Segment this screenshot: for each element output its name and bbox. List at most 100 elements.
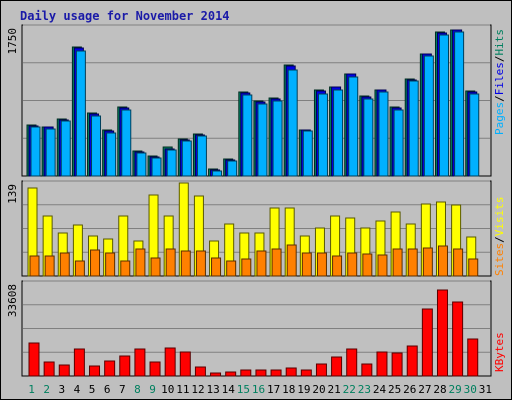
panel-bottom-bar-kbytes-day-24 (376, 351, 388, 377)
panel-top-bar-pages-day-13 (212, 170, 223, 177)
x-tick-label-day-21: 21 (328, 383, 341, 396)
chart-title: Daily usage for November 2014 (20, 9, 230, 23)
panel-middle-bar-sites-day-20 (316, 252, 327, 277)
panel-top-bar-pages-day-6 (106, 132, 117, 177)
x-tick-label-day-5: 5 (89, 383, 96, 396)
panel-middle-bar-sites-day-16 (256, 250, 267, 277)
panel-bottom-bar-kbytes-day-18 (285, 367, 297, 377)
x-tick-label-day-18: 18 (282, 383, 295, 396)
x-tick-label-day-29: 29 (449, 383, 462, 396)
panel-middle-bar-sites-day-17 (271, 248, 282, 277)
x-tick-label-day-30: 30 (464, 383, 477, 396)
panel-top-bar-pages-day-1 (30, 126, 41, 177)
x-tick-label-day-12: 12 (191, 383, 204, 396)
x-tick-label-day-28: 28 (433, 383, 446, 396)
panel-top-bar-pages-day-10 (166, 149, 177, 177)
x-tick-label-day-6: 6 (104, 383, 111, 396)
panel-middle-bar-sites-day-21 (332, 255, 343, 277)
panel-middle-bar-sites-day-30 (468, 258, 479, 277)
panel-top-bar-pages-day-14 (227, 160, 238, 177)
panel-top-bar-pages-day-16 (257, 103, 268, 177)
x-tick-label-day-22: 22 (343, 383, 356, 396)
panel-bottom-bar-kbytes-day-1 (28, 342, 40, 377)
panel-bottom-bar-kbytes-day-10 (164, 347, 176, 377)
panel-bottom-bar-kbytes-day-2 (43, 361, 55, 377)
x-tick-label-day-24: 24 (373, 383, 387, 396)
panel-top-bar-pages-day-29 (454, 31, 465, 177)
panel-bottom-bar-kbytes-day-30 (467, 338, 479, 377)
x-tick-label-day-25: 25 (388, 383, 401, 396)
x-tick-label-day-16: 16 (252, 383, 265, 396)
panel-bottom-legend: KBytes (493, 332, 506, 372)
panel-top-bar-pages-day-18 (287, 69, 298, 177)
panel-bottom-bar-kbytes-day-12 (194, 366, 206, 377)
panel-bottom-bar-kbytes-day-22 (346, 348, 358, 377)
panel-middle-bar-sites-day-9 (150, 257, 161, 277)
x-tick-label-day-4: 4 (74, 383, 81, 396)
x-tick-label-day-7: 7 (119, 383, 126, 396)
panel-middle-bar-sites-day-14 (226, 260, 237, 277)
bars-layer (26, 29, 480, 377)
panel-bottom-bar-kbytes-day-3 (58, 364, 70, 377)
x-tick-label-day-1: 1 (28, 383, 35, 396)
x-tick-label-day-23: 23 (358, 383, 371, 396)
panel-top-legend-sep2: / (493, 56, 506, 63)
panel-top-legend-hits: Hits (493, 29, 506, 56)
panel-bottom-bar-kbytes-day-14 (225, 371, 237, 377)
panel-top-bar-pages-day-30 (469, 93, 480, 177)
panel-bottom-bar-kbytes-day-5 (89, 365, 101, 377)
panel-bottom-bar-kbytes-day-8 (134, 348, 146, 377)
panel-bottom-bar-kbytes-day-28 (436, 289, 448, 377)
panel-middle-bar-sites-day-24 (377, 254, 388, 277)
panel-middle-bar-sites-day-1 (29, 255, 40, 277)
panel-bottom-bar-kbytes-day-27 (421, 308, 433, 377)
panel-top-bar-pages-day-19 (302, 130, 313, 177)
panel-bottom-bar-kbytes-day-17 (270, 369, 282, 377)
panel-top-bar-pages-day-4 (75, 50, 86, 177)
panel-middle-bar-sites-day-15 (241, 258, 252, 277)
panel-middle-bar-sites-day-6 (105, 252, 116, 277)
x-tick-label-day-2: 2 (43, 383, 50, 396)
panel-middle-legend-sites: Sites (493, 243, 506, 276)
panel-middle-bar-sites-day-7 (120, 260, 131, 277)
panel-top-bar-pages-day-12 (196, 135, 207, 177)
panel-bottom-bar-kbytes-day-6 (104, 360, 116, 377)
panel-bottom-bar-kbytes-day-19 (300, 369, 312, 377)
x-tick-label-day-11: 11 (176, 383, 189, 396)
panel-bottom-bar-kbytes-day-15 (240, 369, 252, 377)
panel-top-bar-pages-day-21 (333, 89, 344, 177)
panel-top-bar-pages-day-3 (60, 120, 71, 177)
panel-bottom-bar-kbytes-day-23 (361, 363, 373, 377)
panel-top-bar-pages-day-15 (242, 94, 253, 177)
panel-top-bar-pages-day-27 (423, 55, 434, 177)
panel-middle-bar-sites-day-3 (59, 252, 70, 277)
x-tick-label-day-13: 13 (206, 383, 219, 396)
panel-bottom-bar-kbytes-day-13 (210, 372, 222, 377)
x-tick-label-day-26: 26 (403, 383, 416, 396)
panel-top-bar-pages-day-9 (151, 157, 162, 177)
panel-middle-bar-sites-day-2 (44, 255, 55, 277)
x-tick-label-day-10: 10 (161, 383, 174, 396)
panel-bottom-bar-kbytes-day-26 (406, 345, 418, 377)
panel-middle-bar-sites-day-22 (347, 252, 358, 277)
panel-top-legend-files: Files (493, 62, 506, 95)
panel-middle-bar-sites-day-25 (392, 248, 403, 277)
panel-top-bar-pages-day-24 (378, 91, 389, 177)
x-tick-label-day-14: 14 (222, 383, 236, 396)
panel-top-bar-pages-day-11 (181, 140, 192, 177)
panel-bottom-bar-kbytes-day-25 (391, 352, 403, 377)
panel-top-bar-pages-day-23 (363, 98, 374, 177)
panel-middle-bar-sites-day-28 (437, 245, 448, 277)
panel-middle-bar-sites-day-8 (135, 248, 146, 277)
panel-bottom-bar-kbytes-day-21 (331, 356, 343, 377)
panel-top-bar-pages-day-7 (121, 109, 132, 177)
panel-bottom-bar-kbytes-day-4 (73, 348, 85, 377)
panel-middle-bar-sites-day-4 (74, 260, 85, 277)
x-tick-label-day-17: 17 (267, 383, 280, 396)
panel-middle-bar-sites-day-26 (407, 248, 418, 277)
x-tick-label-day-9: 9 (149, 383, 156, 396)
panel-top-legend: Pages/Files/Hits (493, 29, 506, 135)
panel-middle-legend-visits: Visits (493, 197, 506, 237)
panel-middle-bar-sites-day-11 (180, 250, 191, 277)
